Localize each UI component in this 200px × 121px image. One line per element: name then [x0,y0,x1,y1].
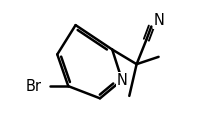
Text: N: N [154,13,165,28]
Text: N: N [117,72,127,87]
Text: Br: Br [25,79,41,94]
